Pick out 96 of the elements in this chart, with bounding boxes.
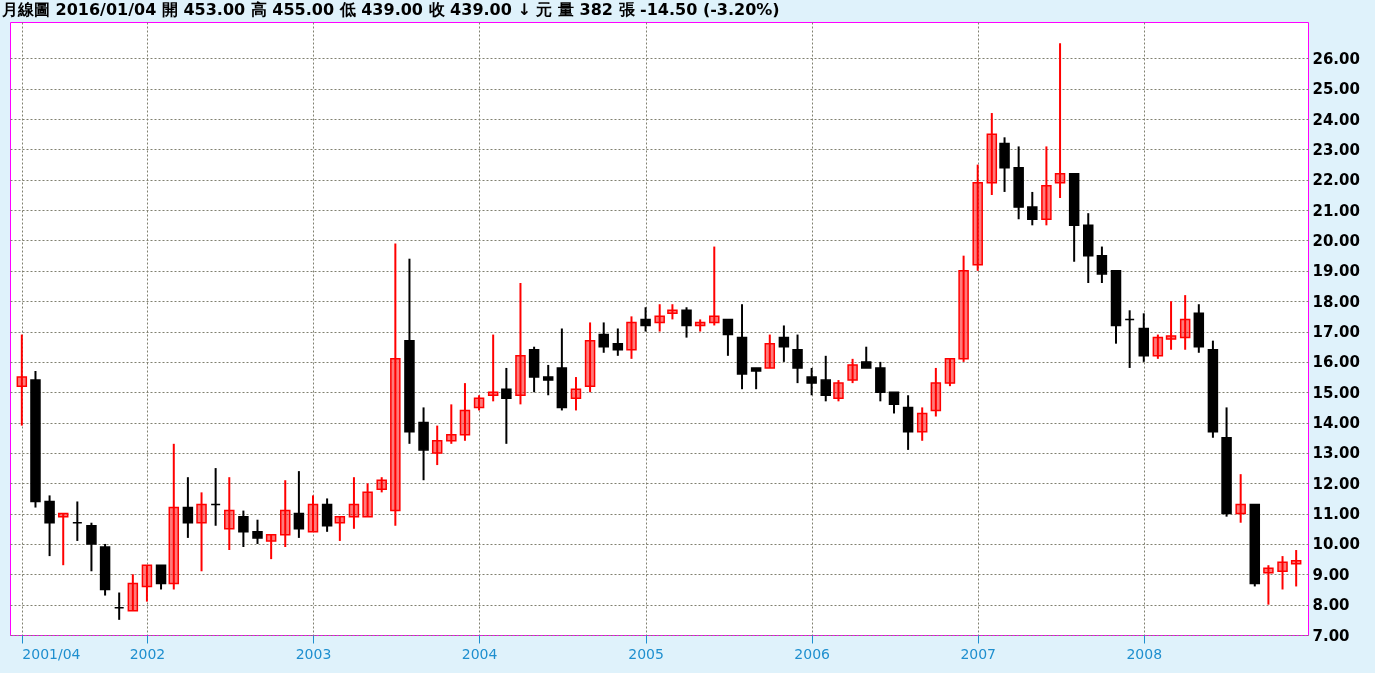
candlestick <box>155 564 167 591</box>
candlestick <box>1165 300 1177 351</box>
candlestick <box>888 391 900 415</box>
candlestick <box>431 424 443 467</box>
candlestick <box>1152 333 1164 360</box>
candlestick <box>86 521 97 573</box>
candlestick <box>986 112 998 196</box>
candlestick <box>515 281 526 406</box>
candlestick <box>334 515 346 542</box>
candlestick <box>321 497 333 533</box>
x-tick-label: 2004 <box>461 645 498 662</box>
candlestick <box>376 476 387 494</box>
candlestick <box>972 163 983 272</box>
y-tick-label: 16.00 <box>1312 353 1360 372</box>
candlestick <box>1054 42 1066 200</box>
candlestick <box>681 306 692 339</box>
y-tick-label: 22.00 <box>1312 171 1360 190</box>
candlestick <box>293 470 305 539</box>
candlestick <box>487 333 499 403</box>
candlestick <box>750 366 762 391</box>
candlestick <box>570 376 582 412</box>
candlestick <box>280 479 291 548</box>
candlestick <box>44 494 55 558</box>
candlestick <box>446 403 457 445</box>
candlestick <box>390 242 401 527</box>
y-tick-label: 9.00 <box>1312 565 1350 584</box>
candlestick <box>362 482 373 518</box>
candlestick <box>722 318 734 357</box>
y-tick-label: 26.00 <box>1312 49 1360 68</box>
y-tick-label: 21.00 <box>1312 201 1360 220</box>
y-tick-label: 15.00 <box>1312 383 1360 402</box>
candlestick <box>833 379 844 403</box>
chart-title: 月線圖 2016/01/04 開 453.00 高 455.00 低 439.00 收 439.00 ↓ 元 量 382 張 -14.50 (-3.20%) <box>1 0 780 19</box>
candlestick <box>265 533 277 561</box>
candlestick <box>612 327 624 357</box>
candlestick <box>778 324 790 363</box>
candlestick <box>806 366 817 397</box>
y-tick-label: 10.00 <box>1312 535 1360 554</box>
x-tick-label: 2006 <box>794 645 831 662</box>
candlestick <box>584 321 596 394</box>
candlestick <box>16 333 28 427</box>
y-tick-label: 8.00 <box>1312 596 1350 615</box>
x-tick-label: 2002 <box>129 645 166 662</box>
candlestick <box>916 406 928 442</box>
candlestick <box>238 509 249 548</box>
x-tick-label: 2008 <box>1126 645 1163 662</box>
candlestick <box>307 494 319 533</box>
candlestick <box>860 345 872 369</box>
candlestick <box>654 303 665 333</box>
candlestick <box>764 333 776 369</box>
y-tick-label: 12.00 <box>1312 474 1360 493</box>
candlestick <box>958 254 969 363</box>
candlestick <box>196 491 207 573</box>
y-tick-label: 20.00 <box>1312 232 1360 250</box>
candlestick <box>709 245 720 327</box>
y-tick-label: 13.00 <box>1312 444 1360 463</box>
candlestick <box>141 564 153 603</box>
x-tick-label: 2007 <box>960 645 997 662</box>
y-tick-label: 14.00 <box>1312 414 1360 433</box>
candlestick <box>168 442 180 591</box>
candlestick <box>792 333 803 385</box>
candlestick <box>820 354 831 403</box>
y-tick-label: 23.00 <box>1312 140 1360 159</box>
candlestick <box>127 573 139 612</box>
candlestick <box>640 306 651 333</box>
x-tick-label: 2005 <box>628 645 664 662</box>
candlestick <box>944 357 956 388</box>
candlestick <box>626 315 637 360</box>
y-tick-label: 24.00 <box>1312 110 1360 129</box>
candlestick <box>252 518 263 545</box>
candlestick <box>1235 473 1246 524</box>
candlestick <box>1179 294 1191 351</box>
y-tick-label: 19.00 <box>1312 262 1360 281</box>
x-tick-label: 2001/04 <box>22 645 81 662</box>
candlestick <box>501 366 512 445</box>
candlestick <box>1277 555 1288 591</box>
candlestick <box>1263 564 1274 606</box>
candlestick <box>473 394 485 412</box>
candlestick <box>847 357 858 385</box>
y-tick-label: 17.00 <box>1312 323 1360 342</box>
candlestick <box>667 303 678 321</box>
y-tick-label: 11.00 <box>1312 505 1360 524</box>
y-tick-label: 7.00 <box>1312 626 1350 645</box>
candlestick <box>542 363 554 397</box>
y-tick-label: 18.00 <box>1312 292 1360 311</box>
candlestick <box>930 366 942 418</box>
candlestick <box>1096 245 1108 284</box>
candlestick <box>1027 190 1038 227</box>
candlestick <box>348 476 360 530</box>
candlestick <box>459 382 471 442</box>
candlestick <box>1041 145 1052 227</box>
candlestick <box>224 476 235 552</box>
candlestick <box>182 476 194 539</box>
candlestick <box>598 321 609 354</box>
x-tick-label: 2003 <box>295 645 332 662</box>
y-tick-label: 25.00 <box>1312 80 1360 99</box>
